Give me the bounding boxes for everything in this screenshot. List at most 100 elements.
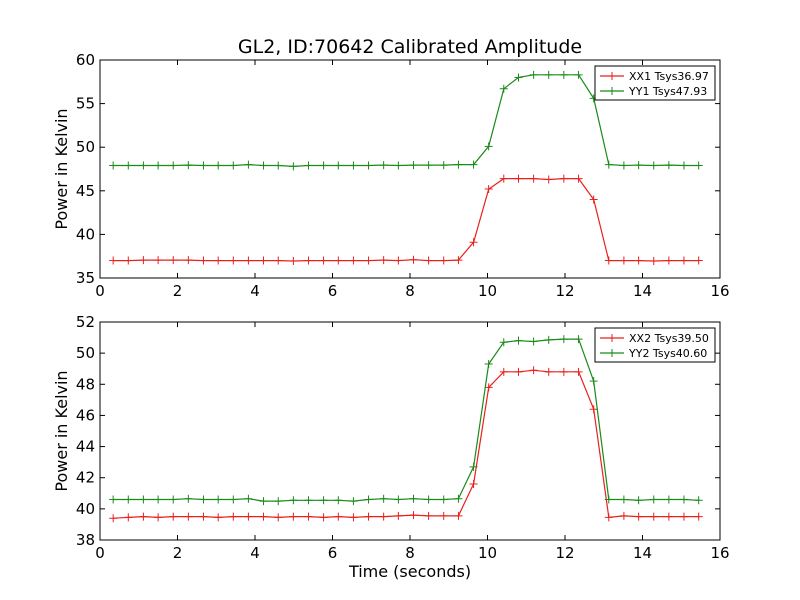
series-line xyxy=(113,338,699,502)
data-point xyxy=(259,256,268,265)
legend-marker xyxy=(608,349,616,357)
data-point xyxy=(679,512,688,521)
data-point xyxy=(559,367,568,376)
data-point xyxy=(394,256,403,265)
data-point xyxy=(454,256,463,265)
data-point xyxy=(364,161,373,170)
data-point xyxy=(379,161,388,170)
data-point xyxy=(214,495,223,504)
data-point xyxy=(439,161,448,170)
legend: XX1 Tsys36.97 YY1 Tsys47.93 xyxy=(594,65,716,101)
y-tick-label: 60 xyxy=(76,51,95,69)
data-point xyxy=(604,160,613,169)
x-tick-label: 10 xyxy=(478,544,497,562)
data-point xyxy=(139,256,148,265)
data-point xyxy=(214,513,223,522)
data-point xyxy=(574,367,583,376)
data-point xyxy=(649,256,658,265)
data-point xyxy=(694,496,703,505)
data-point xyxy=(229,161,238,170)
data-point xyxy=(304,256,313,265)
data-point xyxy=(529,366,538,375)
data-point xyxy=(229,512,238,521)
data-point xyxy=(544,70,553,79)
data-point xyxy=(289,512,298,521)
x-tick-label: 4 xyxy=(250,282,260,300)
x-tick-label: 8 xyxy=(405,544,415,562)
data-point xyxy=(544,367,553,376)
data-point xyxy=(589,377,598,386)
x-axis-label: Time (seconds) xyxy=(348,562,471,581)
x-tick-label: 0 xyxy=(95,282,105,300)
y-tick-label: 52 xyxy=(76,313,95,331)
legend-label: XX1 Tsys36.97 xyxy=(629,70,709,83)
data-point xyxy=(694,161,703,170)
y-tick-label: 35 xyxy=(76,269,95,287)
data-point xyxy=(514,73,523,82)
data-point xyxy=(439,256,448,265)
data-point xyxy=(454,511,463,520)
data-point xyxy=(529,70,538,79)
data-point xyxy=(199,495,208,504)
data-point xyxy=(139,512,148,521)
data-point xyxy=(274,513,283,522)
x-tick-label: 14 xyxy=(633,282,652,300)
data-point xyxy=(409,255,418,264)
data-point xyxy=(244,160,253,169)
data-point xyxy=(559,335,568,344)
data-point xyxy=(184,161,193,170)
y-axis-label: Power in Kelvin xyxy=(52,370,71,491)
data-point xyxy=(199,512,208,521)
series-line xyxy=(113,74,699,168)
series-line xyxy=(113,369,699,519)
data-point xyxy=(604,495,613,504)
data-point xyxy=(379,256,388,265)
data-point xyxy=(514,336,523,345)
data-point xyxy=(469,479,478,488)
data-point xyxy=(409,161,418,170)
data-point xyxy=(169,256,178,265)
data-point xyxy=(214,256,223,265)
data-point xyxy=(349,161,358,170)
legend-marker xyxy=(608,72,616,80)
data-point xyxy=(184,494,193,503)
x-tick-label: 12 xyxy=(555,544,574,562)
x-tick-label: 14 xyxy=(633,544,652,562)
data-point xyxy=(154,495,163,504)
data-point xyxy=(334,496,343,505)
data-point xyxy=(634,161,643,170)
data-point xyxy=(484,185,493,194)
data-point xyxy=(319,513,328,522)
data-point xyxy=(199,161,208,170)
data-point xyxy=(484,383,493,392)
y-tick-label: 50 xyxy=(76,138,95,156)
data-point xyxy=(409,494,418,503)
data-point xyxy=(154,161,163,170)
legend-marker xyxy=(608,87,616,95)
x-tick-label: 0 xyxy=(95,544,105,562)
y-tick-label: 45 xyxy=(76,182,95,200)
data-point xyxy=(559,174,568,183)
y-tick-label: 40 xyxy=(76,225,95,243)
legend-label: XX2 Tsys39.50 xyxy=(629,332,709,345)
data-point xyxy=(424,256,433,265)
data-point xyxy=(454,494,463,503)
data-point xyxy=(679,495,688,504)
chart-title: GL2, ID:70642 Calibrated Amplitude xyxy=(238,36,582,58)
data-point xyxy=(514,367,523,376)
data-point xyxy=(259,161,268,170)
data-point xyxy=(304,161,313,170)
data-point xyxy=(679,161,688,170)
y-tick-label: 50 xyxy=(76,344,95,362)
data-point xyxy=(289,162,298,171)
data-point xyxy=(439,495,448,504)
data-point xyxy=(499,84,508,93)
y-tick-label: 40 xyxy=(76,500,95,518)
data-point xyxy=(124,513,133,522)
legend-label: YY2 Tsys40.60 xyxy=(628,347,707,360)
data-point xyxy=(244,494,253,503)
data-point xyxy=(379,512,388,521)
data-point xyxy=(469,238,478,247)
data-point xyxy=(139,161,148,170)
